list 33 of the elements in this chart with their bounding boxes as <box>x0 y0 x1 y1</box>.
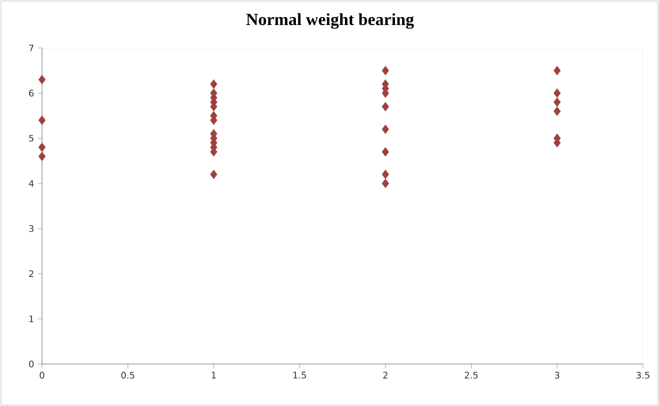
y-tick-label: 7 <box>29 44 34 52</box>
point <box>382 124 389 134</box>
point <box>554 66 561 76</box>
chart-title: Normal weight bearing <box>246 13 414 29</box>
point <box>554 88 561 98</box>
point <box>554 106 561 116</box>
point <box>38 116 46 125</box>
point <box>554 97 561 107</box>
x-tick-label: 2.5 <box>464 372 478 379</box>
x-tick-label: 3.5 <box>636 372 650 379</box>
y-tick-label: 6 <box>29 90 34 97</box>
point <box>38 152 46 162</box>
point <box>210 79 218 89</box>
y-tick-label: 2 <box>29 270 34 278</box>
point <box>38 74 46 84</box>
x-tick-label: 2 <box>383 372 388 378</box>
y-tick-label: 1 <box>29 316 34 322</box>
point <box>382 66 389 76</box>
x-tick-label: 3 <box>554 372 560 379</box>
point <box>382 178 389 188</box>
point <box>382 147 389 157</box>
point <box>382 170 389 180</box>
x-tick-label: 0 <box>40 372 44 379</box>
x-tick-label: 0.5 <box>121 372 134 379</box>
point <box>210 170 218 180</box>
y-tick-label: 0 <box>29 360 34 368</box>
y-tick-label: 3 <box>29 225 34 232</box>
point <box>382 102 389 112</box>
y-tick-label: 5 <box>29 134 34 142</box>
point <box>38 142 46 152</box>
x-tick-label: 1.5 <box>293 372 306 378</box>
y-tick-label: 4 <box>28 180 34 187</box>
x-tick-label: 1 <box>212 372 216 378</box>
